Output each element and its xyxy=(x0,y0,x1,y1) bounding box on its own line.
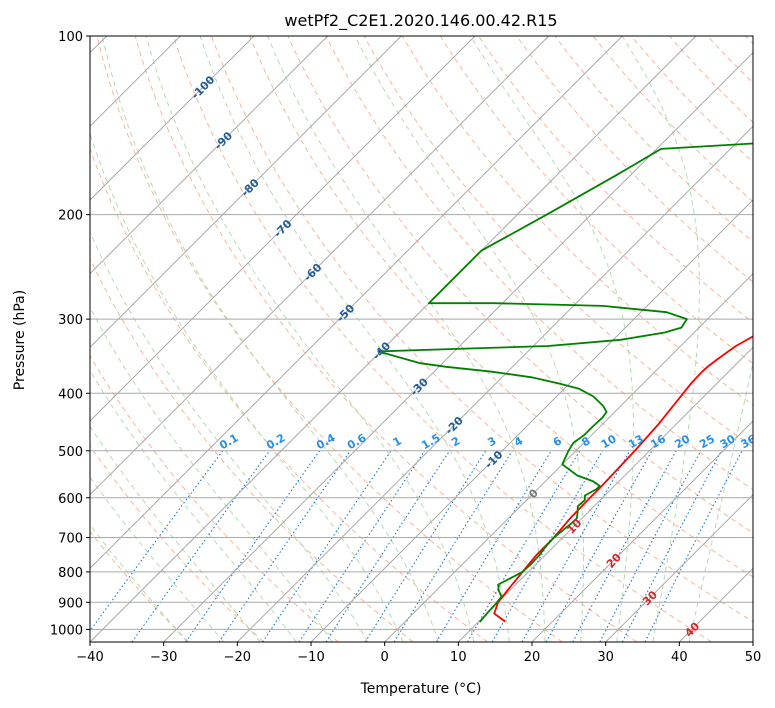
dry-adiabat xyxy=(134,36,638,642)
y-tick-label: 400 xyxy=(58,387,83,402)
y-tick-label: 100 xyxy=(58,30,83,45)
x-tick-label: −20 xyxy=(224,650,251,665)
moist-adiabat xyxy=(90,369,297,642)
isotherm-line xyxy=(90,36,697,642)
mixing-ratio-line xyxy=(599,450,702,642)
y-tick-label: 700 xyxy=(58,532,83,547)
mixing-ratio-line xyxy=(90,450,224,632)
dry-adiabat xyxy=(325,36,753,491)
isotherm-line xyxy=(605,493,753,642)
mixing-ratio-line xyxy=(521,450,631,642)
x-tick-label: 0 xyxy=(381,650,389,665)
moist-adiabat xyxy=(621,36,700,642)
y-tick-label: 200 xyxy=(58,209,83,224)
dry-adiabat xyxy=(287,36,753,534)
dry-adiabat xyxy=(90,530,190,642)
mixing-ratio-line xyxy=(572,450,677,642)
x-tick-label: −40 xyxy=(76,650,103,665)
dry-adiabat xyxy=(90,147,488,642)
moist-adiabat xyxy=(101,36,439,642)
mixing-ratio-line xyxy=(325,450,451,642)
moist-adiabat xyxy=(145,36,475,642)
chart-title: wetPf2_C2E1.2020.146.00.42.R15 xyxy=(284,11,557,31)
plot-frame xyxy=(89,35,754,643)
x-axis: −40 −30 −20 −10 0 10 20 30 40 50 xyxy=(76,642,761,665)
x-tick-label: 30 xyxy=(597,650,614,665)
mixing-ratio-line xyxy=(545,450,653,642)
dewpoint-profile xyxy=(377,142,753,623)
x-tick-label: 40 xyxy=(671,650,688,665)
isotherm-line xyxy=(90,36,550,496)
moist-adiabat xyxy=(90,132,404,642)
mixing-ratio-label: 36 xyxy=(738,432,758,451)
moist-adiabat xyxy=(90,476,225,642)
dry-adiabat xyxy=(96,36,563,642)
isotherm-line xyxy=(90,36,476,422)
isotherm-line xyxy=(90,36,402,349)
mixing-ratio-line xyxy=(218,450,351,642)
mixing-ratio-line xyxy=(298,450,426,642)
temperature-profile xyxy=(493,335,753,623)
x-tick-label: 10 xyxy=(450,650,467,665)
mixing-ratio-line xyxy=(131,450,271,642)
isotherm-line xyxy=(236,125,753,642)
moist-adiabat xyxy=(267,36,546,642)
x-tick-label: 20 xyxy=(524,650,541,665)
grid-lines xyxy=(90,36,753,642)
isotherm-line xyxy=(90,36,329,275)
dry-adiabat xyxy=(90,354,339,642)
y-tick-label: 1000 xyxy=(50,623,83,638)
isotherm-line xyxy=(531,420,753,642)
mixing-ratio-line xyxy=(262,450,392,642)
y-tick-label: 500 xyxy=(58,445,83,460)
y-axis-title: Pressure (hPa) xyxy=(12,290,28,390)
x-axis-title: Temperature (°C) xyxy=(360,681,482,697)
isotherm-line xyxy=(310,199,753,642)
y-tick-label: 800 xyxy=(58,566,83,581)
mixing-ratio-line xyxy=(364,450,487,642)
moist-adiabat xyxy=(354,36,584,642)
mixing-ratio-line xyxy=(435,450,552,642)
moist-adiabat xyxy=(90,425,261,642)
dry-adiabat xyxy=(439,36,753,365)
mixing-ratio-line xyxy=(185,450,321,642)
x-tick-label: −10 xyxy=(297,650,324,665)
x-tick-label: −30 xyxy=(150,650,177,665)
x-tick-label: 50 xyxy=(745,650,762,665)
sounding-profiles xyxy=(377,142,753,623)
isotherm-line xyxy=(90,36,623,570)
mixing-ratio-line xyxy=(644,450,743,642)
y-tick-label: 900 xyxy=(58,596,83,611)
isotherm-line xyxy=(457,346,753,642)
background-lines xyxy=(90,36,753,642)
y-tick-label: 600 xyxy=(58,492,83,507)
isotherm-line xyxy=(163,51,753,642)
isotherm-line xyxy=(90,36,255,201)
moist-adiabat xyxy=(90,523,188,642)
y-tick-label: 300 xyxy=(58,313,83,328)
y-axis: 100 200 300 400 500 600 700 800 900 1000 xyxy=(50,30,90,638)
moist-adiabat xyxy=(90,230,369,642)
isotherm-line xyxy=(384,272,753,642)
